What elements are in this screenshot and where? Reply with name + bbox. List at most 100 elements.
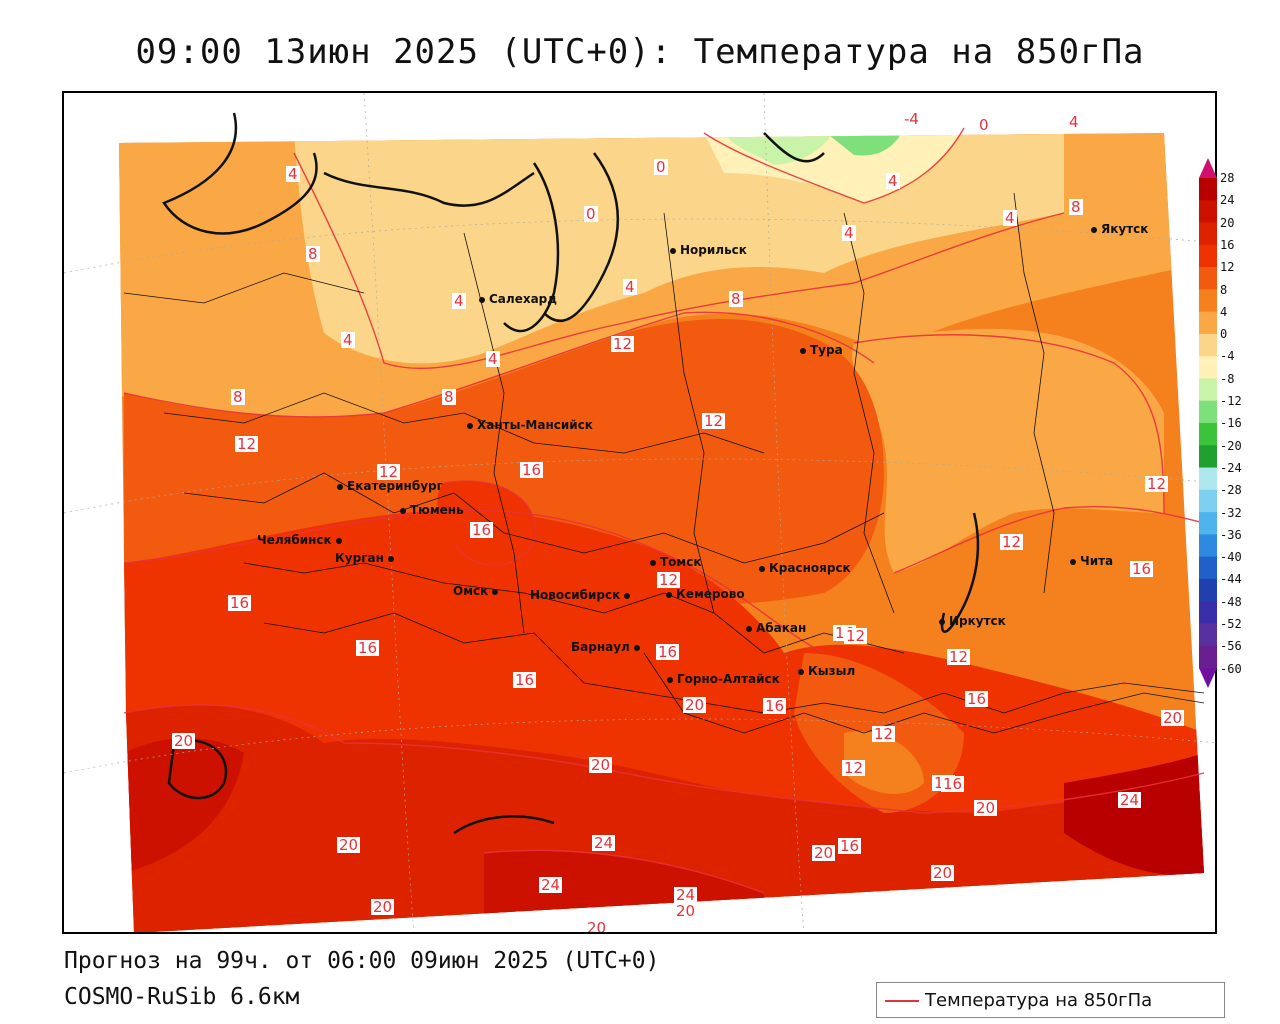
city-barnaul: Барнаул xyxy=(571,640,644,654)
contour-value-label: 4 xyxy=(886,172,900,190)
city-novosibirsk: Новосибирск xyxy=(530,588,634,602)
contour-value-label: 4 xyxy=(1067,113,1081,131)
contour-value-label: 20 xyxy=(1161,709,1185,727)
scale-tick-label: -8 xyxy=(1220,371,1235,386)
scale-swatch xyxy=(1199,289,1217,313)
scale-tick-label: -48 xyxy=(1220,594,1242,609)
scale-tick-label: 20 xyxy=(1220,215,1235,230)
scale-swatch xyxy=(1199,645,1217,669)
city-tyumen: Тюмень xyxy=(400,503,464,517)
scale-tick-label: -28 xyxy=(1220,483,1242,498)
scale-tick-label: -12 xyxy=(1220,394,1242,408)
contour-value-label: 24 xyxy=(1118,791,1142,809)
scale-swatch xyxy=(1199,400,1217,424)
city-label: Кызыл xyxy=(808,664,856,678)
scale-tick-label: -56 xyxy=(1220,639,1242,654)
scale-bottom-arrow xyxy=(1199,668,1217,688)
color-scale-bar xyxy=(1199,158,1217,688)
scale-swatch xyxy=(1199,578,1217,602)
city-label: Салехард xyxy=(489,292,557,306)
city-label: Якутск xyxy=(1101,222,1149,236)
city-yakutsk: Якутск xyxy=(1091,222,1148,236)
contour-value-label: 12 xyxy=(947,648,971,666)
scale-swatch xyxy=(1199,512,1217,535)
city-tura: Тура xyxy=(800,343,843,357)
contour-value-label: 20 xyxy=(683,696,707,714)
scale-tick-label: -20 xyxy=(1220,438,1242,453)
contour-value-label: 4 xyxy=(286,165,300,183)
scale-swatch xyxy=(1199,356,1217,379)
scale-tick-label: 8 xyxy=(1220,282,1228,297)
city-dot xyxy=(798,668,804,675)
contour-value-label: 20 xyxy=(931,864,955,882)
scale-swatch xyxy=(1199,556,1217,580)
city-dot xyxy=(387,555,394,562)
scale-tick-label: -24 xyxy=(1220,460,1242,475)
contour-value-label: 20 xyxy=(371,898,395,916)
contour-value-label: 24 xyxy=(592,834,616,852)
scale-tick-label: 24 xyxy=(1220,193,1235,208)
contour-value-label: 12 xyxy=(235,435,259,453)
contour-value-label: 4 xyxy=(1003,209,1017,227)
contour-value-label: 20 xyxy=(674,902,698,920)
city-label: Кемерово xyxy=(676,587,745,601)
contour-line-swatch xyxy=(885,1000,919,1002)
scale-swatch xyxy=(1199,178,1217,201)
contour-value-label: 8 xyxy=(306,245,320,263)
city-label: Курган xyxy=(335,551,384,565)
scale-tick-label: 0 xyxy=(1220,327,1228,342)
contour-value-label: 16 xyxy=(1130,560,1154,578)
map-canvas xyxy=(64,93,1215,932)
scale-swatch xyxy=(1199,623,1217,647)
temperature-map: -4 0 4 0 4 0 4 8 4 8 4 4 4 4 4 8 12 8 8 12 12 12 16 16 12 16 12 12 1… xyxy=(62,91,1217,934)
contour-value-label: 8 xyxy=(729,290,743,308)
city-chelyabinsk: Челябинск xyxy=(257,533,346,547)
contour-value-label: 12 xyxy=(611,335,635,353)
contour-value-label: 20 xyxy=(974,799,998,817)
scale-swatch xyxy=(1199,601,1217,624)
contour-value-label: 24 xyxy=(539,876,563,894)
city-label: Новосибирск xyxy=(530,588,621,602)
city-dot xyxy=(337,483,343,490)
contour-value-label: 16 xyxy=(656,643,680,661)
city-dot xyxy=(624,592,631,599)
scale-tick-label: -36 xyxy=(1220,527,1242,542)
city-label: Чита xyxy=(1080,554,1114,568)
city-khanty-mansiysk: Ханты-Мансийск xyxy=(467,418,593,432)
scale-tick-label: -32 xyxy=(1220,505,1242,520)
scale-top-arrow xyxy=(1199,158,1217,178)
city-dot xyxy=(746,625,752,632)
contour-value-label: 12 xyxy=(844,627,868,645)
scale-swatch xyxy=(1199,467,1217,491)
map-title: 09:00 13июн 2025 (UTC+0): Температура на… xyxy=(135,32,1145,72)
contour-value-label: -4 xyxy=(902,110,921,128)
contour-value-label: 8 xyxy=(442,388,456,406)
city-kurgan: Курган xyxy=(335,551,398,565)
city-label: Абакан xyxy=(756,621,807,635)
scale-swatch xyxy=(1199,311,1217,335)
city-dot xyxy=(1070,558,1076,565)
scale-swatch xyxy=(1199,534,1217,558)
city-irkutsk: Иркутск xyxy=(939,614,1006,628)
contour-value-label: 8 xyxy=(231,388,245,406)
contour-value-label: 16 xyxy=(470,521,494,539)
scale-tick-label: 16 xyxy=(1220,237,1235,252)
contour-value-label: 4 xyxy=(341,331,355,349)
contour-value-label: 0 xyxy=(654,158,668,176)
city-dot xyxy=(467,422,473,429)
contour-value-label: 20 xyxy=(337,836,361,854)
city-dot xyxy=(666,591,672,598)
scale-tick-label: -16 xyxy=(1220,416,1242,431)
scale-swatch xyxy=(1199,445,1217,469)
city-label: Тура xyxy=(810,343,843,357)
city-kemerovo: Кемерово xyxy=(666,587,745,601)
city-label: Иркутск xyxy=(949,614,1006,628)
city-label: Омск xyxy=(453,584,489,598)
city-abakan: Абакан xyxy=(746,621,806,635)
contour-value-label: 12 xyxy=(1000,533,1024,551)
city-yekaterinburg: Екатеринбург xyxy=(337,479,443,493)
contour-value-label: 16 xyxy=(941,775,965,793)
contour-value-label: 12 xyxy=(872,725,896,743)
contour-value-label: 0 xyxy=(584,205,598,223)
contour-value-label: 16 xyxy=(763,697,787,715)
